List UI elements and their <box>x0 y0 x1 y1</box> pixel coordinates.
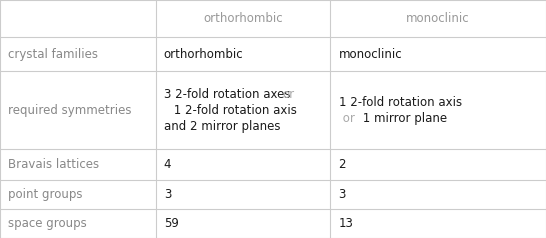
Text: space groups: space groups <box>8 217 87 230</box>
Text: 3 2-fold rotation axes: 3 2-fold rotation axes <box>164 88 294 101</box>
Text: Bravais lattices: Bravais lattices <box>8 158 99 171</box>
Text: 59: 59 <box>164 217 179 230</box>
Text: 3: 3 <box>164 188 171 201</box>
Text: 2: 2 <box>339 158 346 171</box>
Text: 1 mirror plane: 1 mirror plane <box>359 112 447 124</box>
Text: orthorhombic: orthorhombic <box>203 12 283 25</box>
Text: crystal families: crystal families <box>8 48 98 61</box>
Text: monoclinic: monoclinic <box>339 48 402 61</box>
Text: required symmetries: required symmetries <box>8 104 132 117</box>
Text: point groups: point groups <box>8 188 82 201</box>
Text: 4: 4 <box>164 158 171 171</box>
Text: monoclinic: monoclinic <box>406 12 470 25</box>
Text: 1 2-fold rotation axis: 1 2-fold rotation axis <box>339 96 462 109</box>
Text: 3: 3 <box>339 188 346 201</box>
Text: 1 2-fold rotation axis: 1 2-fold rotation axis <box>170 104 297 117</box>
Text: and 2 mirror planes: and 2 mirror planes <box>164 119 280 133</box>
Text: or: or <box>283 88 295 101</box>
Text: or: or <box>339 112 354 124</box>
Text: 13: 13 <box>339 217 353 230</box>
Text: orthorhombic: orthorhombic <box>164 48 244 61</box>
